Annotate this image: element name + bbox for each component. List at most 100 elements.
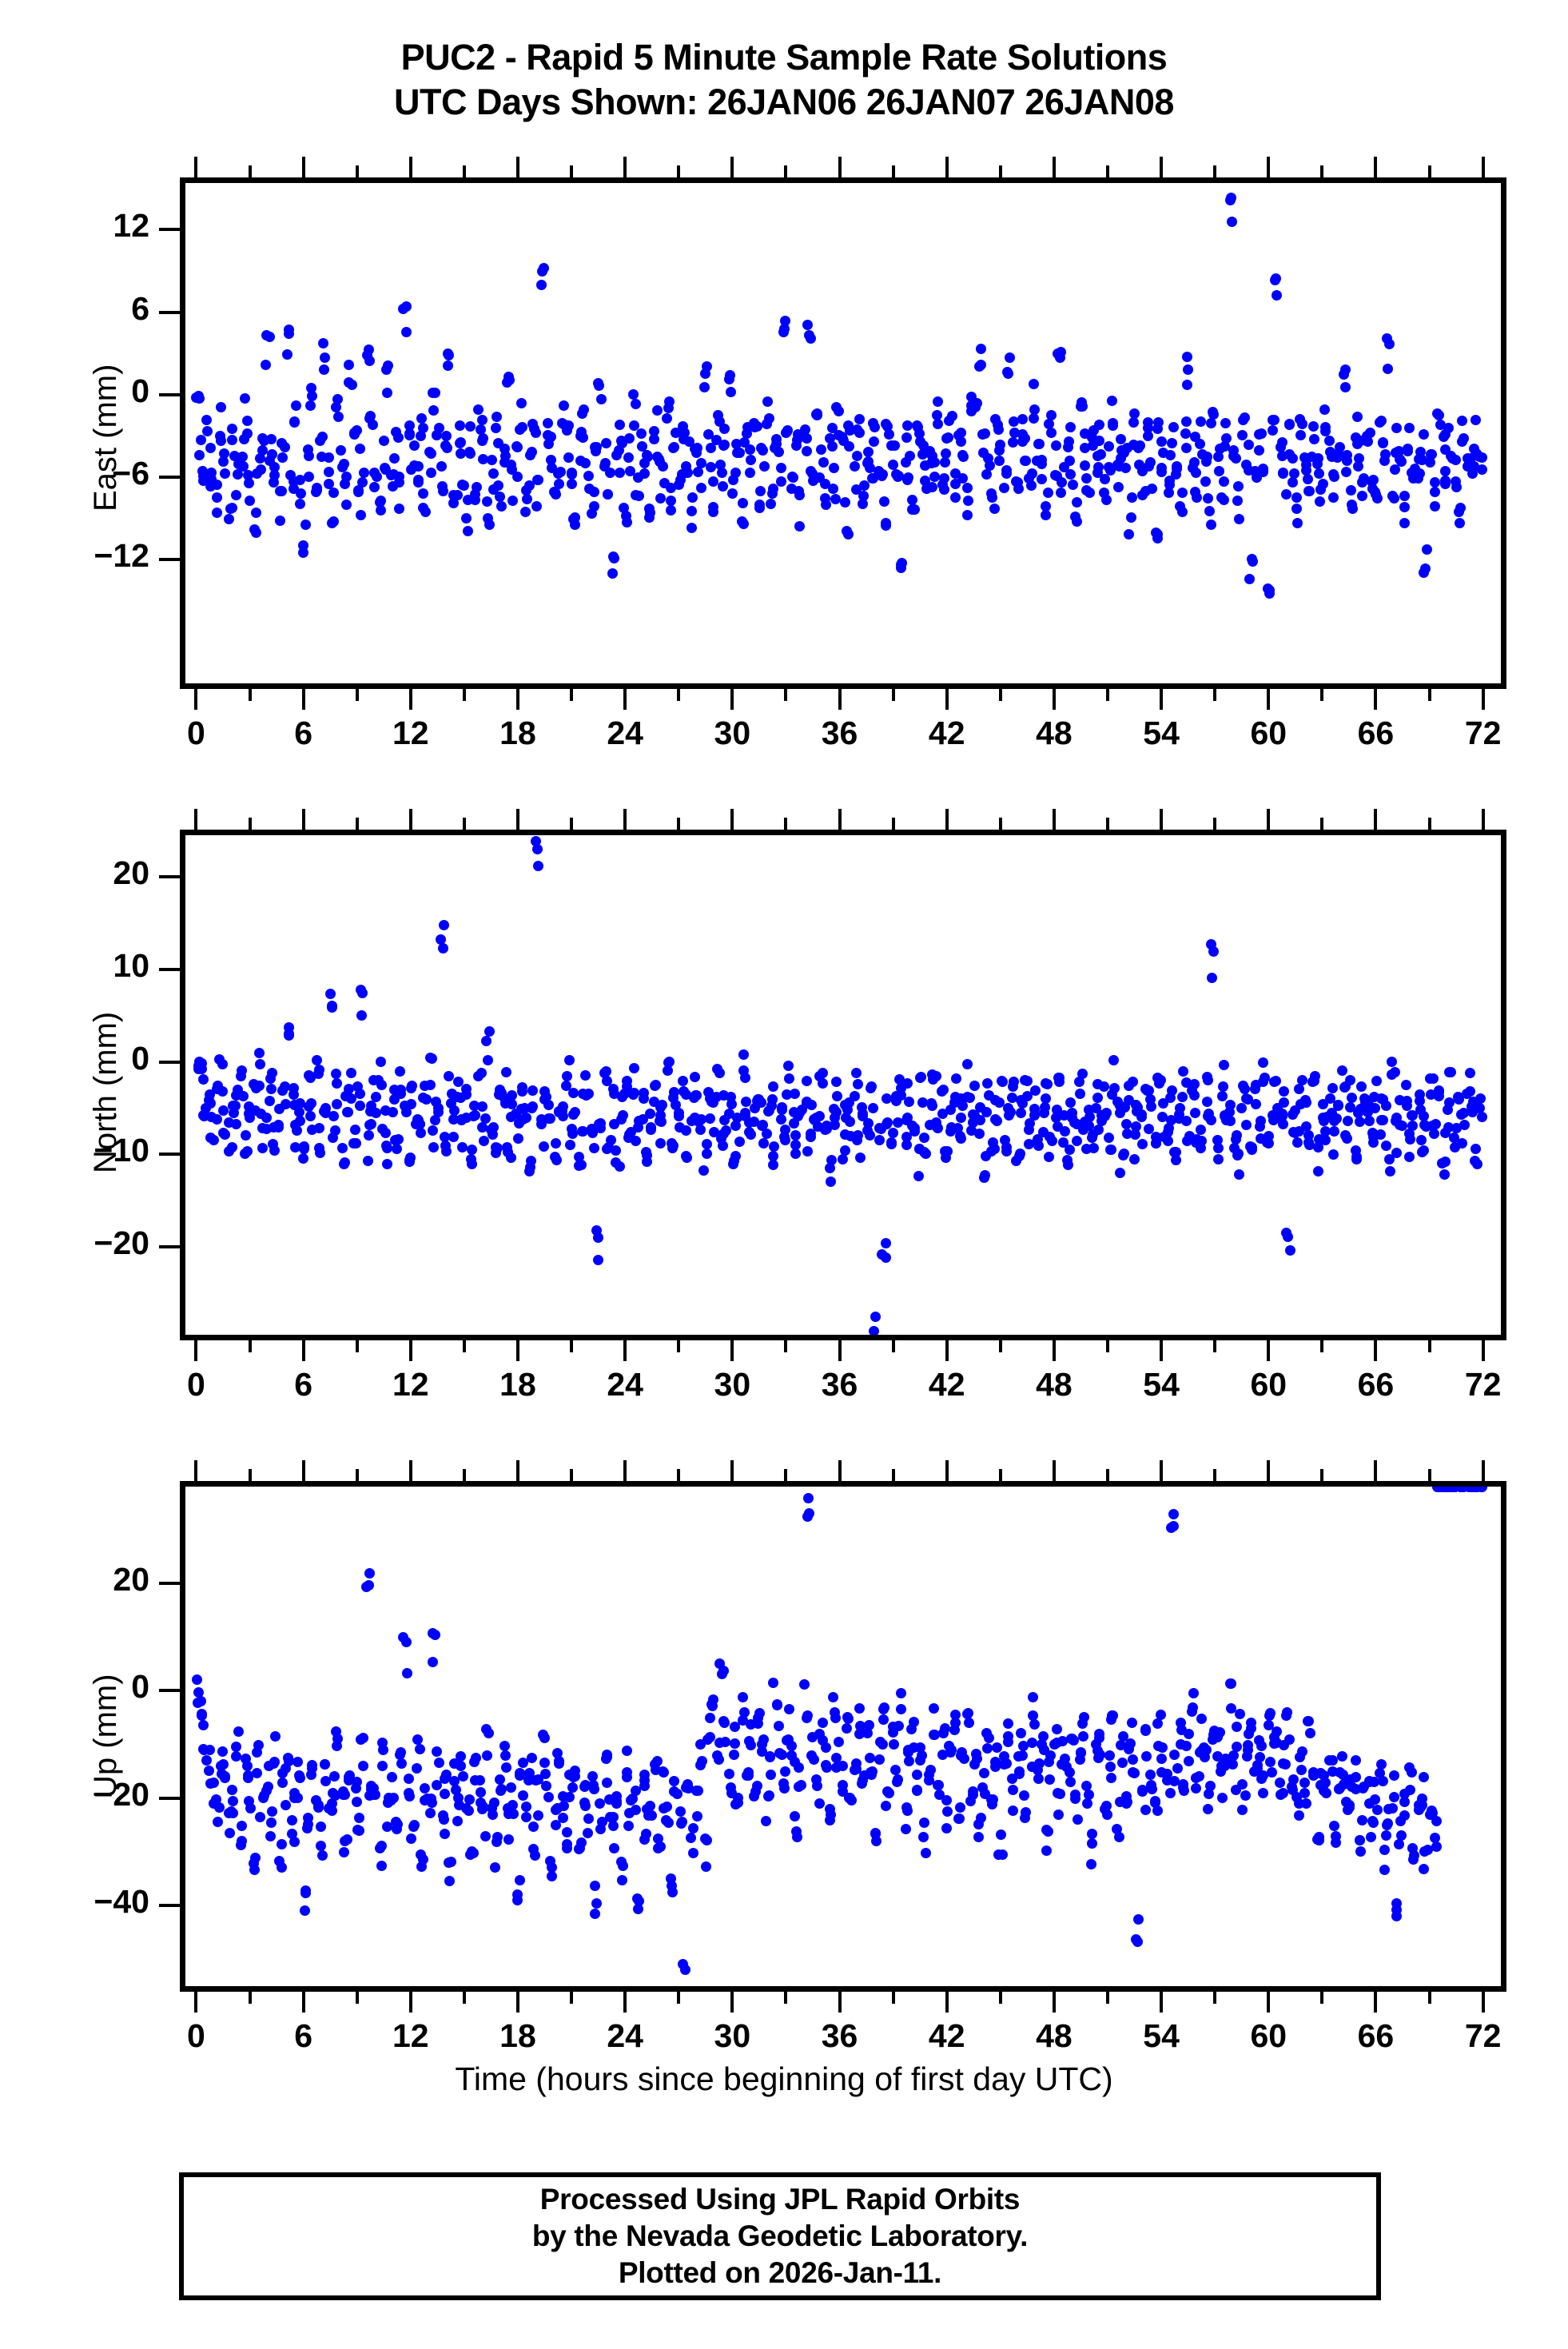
data-point [277,1862,288,1873]
data-point [600,457,611,468]
y-tick-label: 0 [131,372,149,409]
data-point [623,452,635,464]
data-point [644,503,655,514]
data-point [300,1905,311,1917]
data-point [280,1800,291,1811]
data-point [226,435,237,446]
data-point [408,440,420,451]
data-point [686,506,698,517]
data-point [700,1861,711,1872]
y-axis-title-north: North (mm) [88,1011,123,1173]
x-tick-major [945,1340,949,1361]
data-point [239,392,250,404]
data-point [1379,1844,1391,1855]
data-point [957,1101,969,1112]
data-point [601,1752,612,1763]
data-point [1168,1147,1180,1158]
data-point [237,1090,249,1101]
data-point [570,1106,581,1117]
data-point [816,444,827,455]
x-tick-major [730,1340,734,1361]
x-tick-minor [570,1340,574,1352]
data-point [1146,1779,1157,1790]
data-point [803,1493,814,1504]
data-point [1115,433,1126,444]
data-point [306,1098,317,1109]
data-point [1328,1149,1339,1161]
x-tick-minor [355,165,359,177]
data-point [669,441,680,452]
data-point [414,1118,425,1129]
data-point [1084,1112,1095,1123]
data-point [567,1123,578,1134]
data-point [405,1153,416,1164]
data-point [882,1117,893,1128]
data-point [683,468,694,479]
data-point [1036,458,1047,469]
data-point [1319,404,1331,415]
data-point [226,1784,237,1795]
data-point [1421,543,1432,555]
data-point [615,1113,627,1125]
data-point [754,500,765,511]
data-point [357,1761,368,1772]
data-point [1234,514,1245,525]
x-tick-label: 42 [928,1366,965,1403]
data-point [1257,1788,1268,1799]
data-point [312,1069,324,1079]
data-point [1329,471,1340,482]
chart-title-line-1: PUC2 - Rapid 5 Minute Sample Rate Soluti… [400,37,1168,78]
data-point [487,454,498,465]
data-point [283,324,294,335]
data-point [1175,1717,1186,1728]
data-point [551,1747,563,1758]
data-point [1093,1733,1104,1744]
data-point [802,1076,813,1087]
data-point [645,1125,656,1136]
data-point [1128,1754,1139,1766]
data-point [667,1138,678,1149]
x-tick-label: 0 [187,715,205,751]
data-point [1052,348,1063,359]
data-point [1190,1107,1201,1118]
data-point [215,402,226,413]
data-point [389,452,400,464]
data-point [1069,1794,1080,1805]
data-point [1062,442,1073,453]
x-tick-minor [1427,1992,1431,2004]
data-point [287,1815,298,1826]
x-tick-major-top [1052,1460,1056,1481]
data-point [1293,1084,1304,1095]
data-point [1033,1773,1045,1784]
data-point [391,1824,402,1835]
data-point [768,1160,779,1171]
data-point [587,1770,599,1782]
x-tick-major [1374,689,1378,710]
data-point [204,1766,215,1777]
x-tick-major-top [515,809,519,830]
data-point [1104,1761,1116,1772]
data-point [1277,1788,1288,1799]
data-point [611,1145,622,1157]
data-point [884,1788,895,1799]
data-point [296,488,307,499]
data-point [388,1793,400,1804]
data-point [411,1763,422,1774]
data-point [1416,1135,1427,1146]
data-point [918,1146,929,1157]
data-point [428,1656,439,1667]
data-point [655,1137,667,1149]
data-point [195,1696,206,1707]
data-point [1228,450,1239,461]
data-point [623,432,635,444]
data-point [1180,442,1192,453]
data-point [1195,439,1206,450]
data-point [1045,428,1057,439]
data-point [850,460,861,472]
data-point [293,1757,304,1768]
data-point [830,401,842,412]
data-point [1077,1069,1088,1080]
data-point [318,364,329,375]
data-point [926,1100,937,1111]
data-point [989,1114,1001,1125]
